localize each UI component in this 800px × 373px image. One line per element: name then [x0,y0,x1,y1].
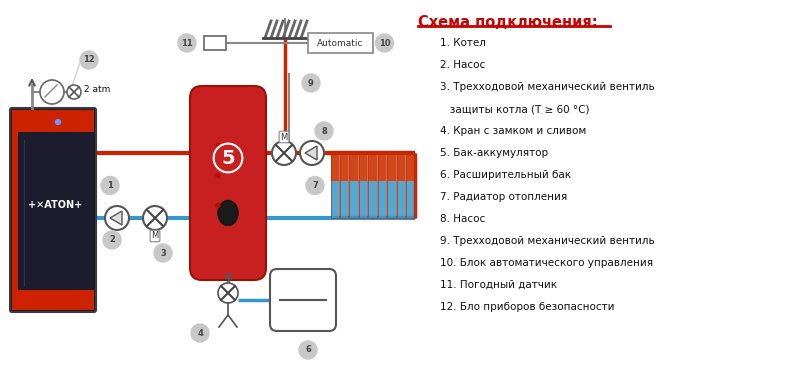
Bar [387,181,396,218]
Bar [330,153,339,181]
Text: 9: 9 [308,78,314,88]
Text: 12. Бло приборов безопасности: 12. Бло приборов безопасности [440,302,614,312]
Polygon shape [305,146,317,160]
Text: 2 atm: 2 atm [84,85,110,94]
Bar [397,181,405,218]
Bar [387,153,396,181]
Bar [378,153,386,181]
Bar [368,153,377,218]
Circle shape [101,176,119,194]
Text: 1: 1 [107,181,113,190]
Text: 7: 7 [312,181,318,190]
Bar [330,181,339,218]
Bar [397,153,405,218]
Bar [368,181,377,218]
Text: Схема подключения:: Схема подключения: [418,15,598,30]
Text: 2: 2 [109,235,115,244]
Circle shape [216,204,220,207]
Circle shape [218,283,238,303]
Text: Automatic: Automatic [317,38,363,47]
Bar [350,153,358,181]
Bar [12,290,94,310]
Circle shape [40,80,64,104]
Bar [378,181,386,218]
Bar [387,153,396,218]
Text: 8. Насос: 8. Насос [440,214,486,224]
Text: 5: 5 [221,148,235,167]
Text: ✱: ✱ [223,273,233,283]
Bar [330,153,339,218]
Text: 4. Кран с замком и сливом: 4. Кран с замком и сливом [440,126,586,136]
Circle shape [178,34,196,52]
FancyBboxPatch shape [10,108,96,312]
Bar [397,153,405,181]
Ellipse shape [218,201,238,226]
Text: 9. Трехходовой механический вентиль: 9. Трехходовой механический вентиль [440,236,654,246]
Text: +✕ATON+: +✕ATON+ [28,200,82,210]
Text: 3: 3 [160,248,166,257]
Text: M: M [280,132,288,141]
Text: 10: 10 [378,38,390,47]
Circle shape [375,34,394,52]
Bar [12,110,94,132]
Circle shape [191,324,209,342]
Text: 6: 6 [305,345,311,354]
Text: 8: 8 [321,126,327,135]
Circle shape [103,231,121,249]
Bar [406,153,414,218]
Circle shape [105,206,129,230]
Bar [359,153,367,218]
Text: 11. Погодный датчик: 11. Погодный датчик [440,280,557,290]
Circle shape [55,119,61,125]
Circle shape [302,74,320,92]
Circle shape [272,141,296,165]
Text: M: M [151,232,158,241]
Bar [378,153,386,218]
Bar [340,181,348,218]
Circle shape [67,85,81,99]
Text: защиты котла (T ≥ 60 °C): защиты котла (T ≥ 60 °C) [440,104,590,114]
Circle shape [306,176,324,194]
Text: 6. Расширительный бак: 6. Расширительный бак [440,170,571,180]
Bar [340,153,348,218]
Text: 7. Радиатор отопления: 7. Радиатор отопления [440,192,567,202]
Circle shape [299,341,317,359]
Bar [368,153,377,181]
Circle shape [216,144,220,147]
Bar [204,36,226,50]
Bar [307,33,373,53]
FancyBboxPatch shape [270,269,336,331]
Text: 10. Блок автоматического управления: 10. Блок автоматического управления [440,258,653,268]
Polygon shape [110,211,122,225]
Text: 2. Насос: 2. Насос [440,60,486,70]
Text: 11: 11 [181,38,193,47]
Text: 3. Трехходовой механический вентиль: 3. Трехходовой механический вентиль [440,82,654,92]
Circle shape [80,51,98,69]
Bar [340,153,348,181]
Circle shape [143,206,167,230]
FancyBboxPatch shape [190,86,266,280]
Circle shape [216,173,220,178]
Text: 4: 4 [197,329,203,338]
Text: 12: 12 [83,56,95,65]
Circle shape [300,141,324,165]
Bar [359,181,367,218]
Text: 1. Котел: 1. Котел [440,38,486,48]
Text: 5. Бак-аккумулятор: 5. Бак-аккумулятор [440,148,548,158]
Bar [350,153,358,218]
Bar [406,181,414,218]
Bar [406,153,414,181]
Circle shape [154,244,172,262]
Bar [12,132,18,290]
Circle shape [315,122,333,140]
Bar [350,181,358,218]
Bar [359,153,367,181]
